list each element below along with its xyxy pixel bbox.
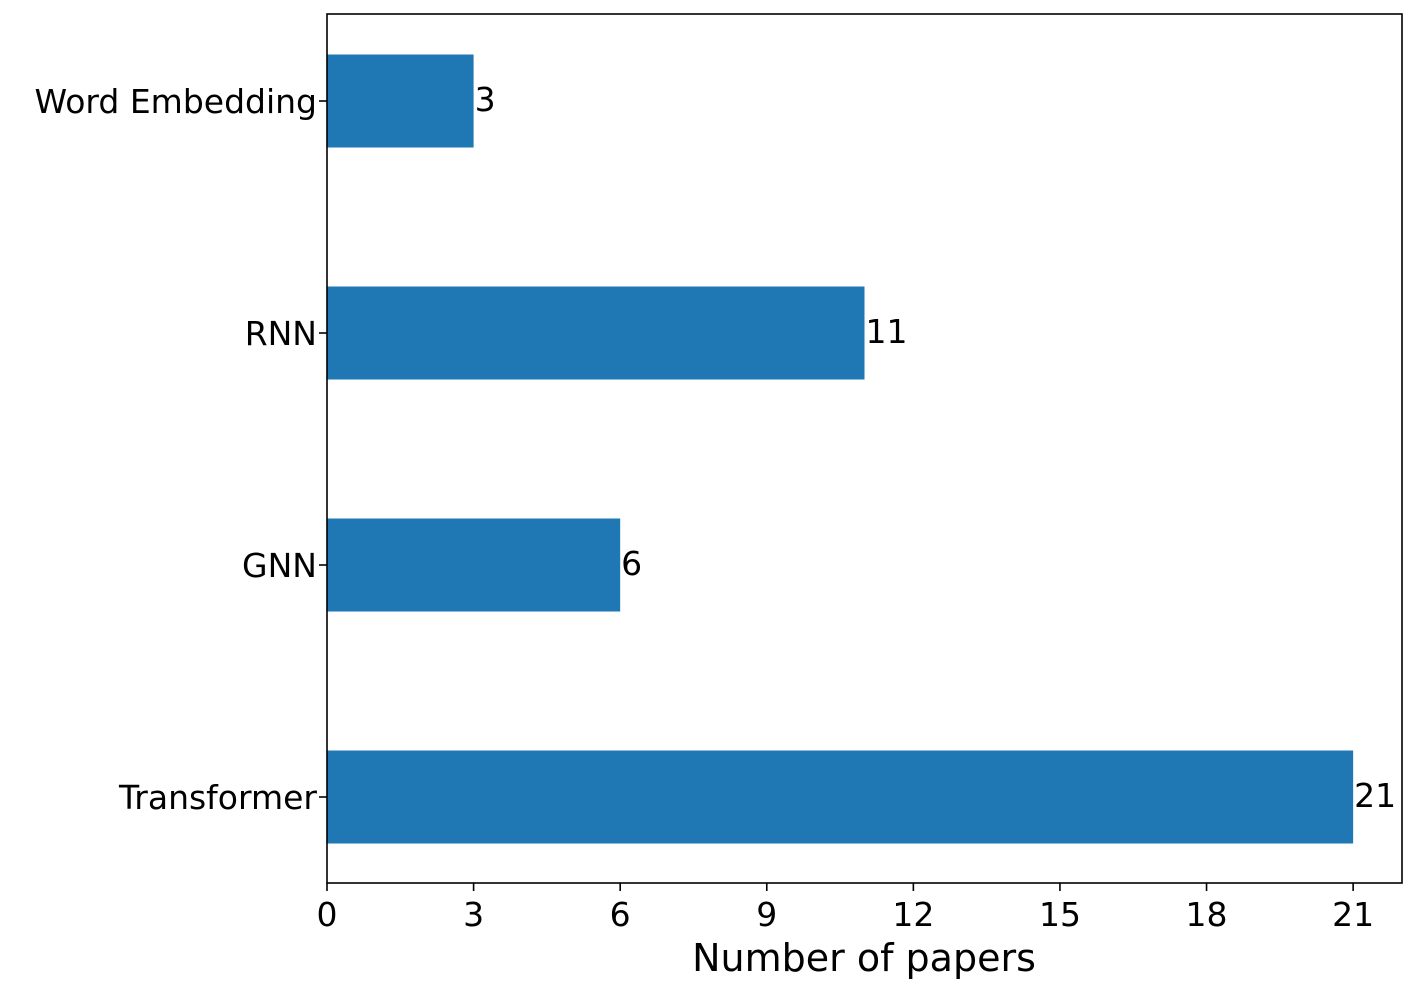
bar-2 [327,518,621,612]
bar-value-label: 21 [1354,776,1396,815]
y-axis-ticks: Word Embedding RNN GNN Transformer [35,82,327,817]
bar-0 [327,54,474,148]
value-labels-layer: 3 11 6 21 [475,80,1397,815]
bar-value-label: 11 [866,312,908,351]
x-tick-label: 12 [892,895,934,934]
x-axis-ticks: 0 3 6 9 12 15 18 21 [317,883,1374,934]
y-tick-label: Transformer [118,778,317,817]
x-tick-label: 21 [1332,895,1374,934]
y-tick-label: GNN [242,546,317,585]
bar-value-label: 3 [475,80,496,119]
x-tick-label: 18 [1186,895,1228,934]
bar-value-label: 6 [621,544,642,583]
x-tick-label: 9 [756,895,777,934]
bars-layer [327,54,1354,844]
x-tick-label: 0 [317,895,338,934]
y-tick-label: Word Embedding [35,82,317,121]
plot-frame [326,13,1403,884]
x-tick-label: 6 [610,895,631,934]
bar-1 [327,286,865,380]
bar-3 [327,750,1354,844]
x-tick-label: 3 [463,895,484,934]
x-tick-label: 15 [1039,895,1081,934]
y-tick-label: RNN [245,314,317,353]
x-axis-label: Number of papers [692,936,1036,980]
